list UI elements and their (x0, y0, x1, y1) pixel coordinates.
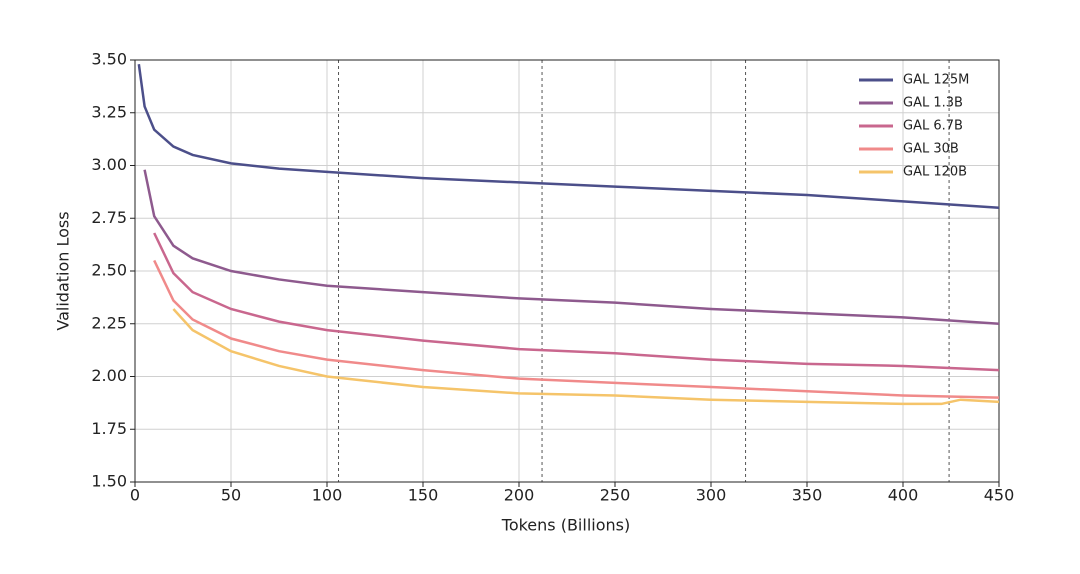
y-tick-label: 1.75 (91, 419, 127, 438)
y-tick-label: 3.25 (91, 102, 127, 121)
line (137, 64, 1000, 209)
y-tick-label: 2.50 (91, 261, 127, 280)
line (153, 232, 1000, 372)
legend: GAL 125M GAL 1.3B GAL 6.7B GAL 30B GAL 120B (859, 73, 969, 180)
x-tick-label: 450 (984, 486, 1015, 505)
y-tick-label: 1.50 (91, 472, 127, 491)
y-tick-label: 3.00 (91, 155, 127, 174)
y-tick-label: 2.75 (91, 208, 127, 227)
x-tick-label: 200 (504, 486, 535, 505)
legend-label: GAL 1.3B (903, 96, 963, 111)
x-tick-label: 150 (408, 486, 439, 505)
y-tick-label: 2.00 (91, 366, 127, 385)
plot-frame (134, 59, 1000, 483)
x-tick-label: 250 (600, 486, 631, 505)
y-tick-label: 2.25 (91, 313, 127, 332)
legend-label: GAL 125M (903, 73, 969, 88)
x-tick-label: 0 (130, 486, 140, 505)
x-tick-label: 400 (888, 486, 919, 505)
x-axis-label: Tokens (Billions) (501, 516, 630, 535)
x-tick-label: 50 (221, 486, 241, 505)
y-axis-label: Validation Loss (54, 211, 73, 330)
y-tick-label: 3.50 (91, 50, 127, 69)
line (153, 259, 1000, 399)
line (143, 169, 1000, 325)
line (172, 308, 1000, 406)
x-tick-label: 100 (312, 486, 343, 505)
legend-label: GAL 120B (903, 165, 967, 180)
x-tick-label: 300 (696, 486, 727, 505)
x-tick-label: 350 (792, 486, 823, 505)
legend-label: GAL 6.7B (903, 119, 963, 134)
legend-label: GAL 30B (903, 142, 959, 157)
